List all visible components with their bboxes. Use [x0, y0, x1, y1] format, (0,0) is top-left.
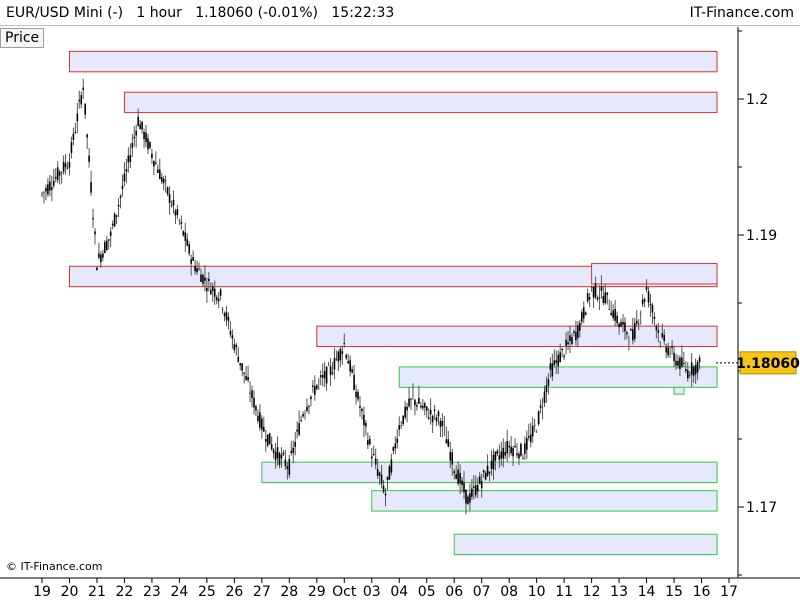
x-tick-label: 08 — [500, 584, 518, 600]
x-tick-label: 11 — [555, 584, 573, 600]
last-quote-label: 1.18060 (-0.01%) — [195, 5, 319, 21]
x-tick-label: 28 — [280, 584, 298, 600]
x-tick-label: 19 — [33, 584, 51, 600]
x-tick-label: Oct — [332, 584, 357, 600]
resistance-zone — [68, 50, 718, 73]
x-tick-label: 03 — [363, 584, 381, 600]
x-tick-label: 04 — [390, 584, 408, 600]
copyright-label: © IT-Finance.com — [6, 560, 103, 573]
resistance-zone — [316, 325, 718, 348]
x-tick-label: 17 — [720, 584, 738, 600]
resistance-zone — [123, 91, 718, 114]
x-tick-label: 21 — [88, 584, 106, 600]
x-tick-label: 13 — [610, 584, 628, 600]
x-tick-label: 24 — [170, 584, 188, 600]
chart-header: EUR/USD Mini (-) 1 hour 1.18060 (-0.01%)… — [0, 0, 800, 26]
support-zone — [453, 533, 718, 556]
x-tick-label: 23 — [143, 584, 161, 600]
y-tick-label: 1.19 — [746, 228, 777, 244]
x-tick-label: 06 — [445, 584, 463, 600]
time-label: 15:22:33 — [331, 5, 395, 21]
x-tick-label: 26 — [225, 584, 243, 600]
y-tick-label: 1.2 — [746, 92, 768, 108]
support-zone — [673, 386, 685, 395]
support-zone — [371, 490, 718, 512]
x-tick-label: 07 — [473, 584, 491, 600]
timeframe-label: 1 hour — [136, 5, 182, 21]
x-tick-label: 29 — [308, 584, 326, 600]
brand-label: IT-Finance.com — [689, 5, 794, 21]
price-panel-label: Price — [0, 28, 45, 48]
chart-title: EUR/USD Mini (-) 1 hour 1.18060 (-0.01%)… — [6, 5, 394, 21]
x-tick-label: 15 — [665, 584, 683, 600]
x-tick-label: 14 — [638, 584, 656, 600]
y-tick-label: 1.17 — [746, 500, 777, 516]
last-price-label: 1.18060 — [736, 356, 800, 372]
x-tick-label: 12 — [583, 584, 601, 600]
x-tick-label: 10 — [528, 584, 546, 600]
x-tick-label: 16 — [693, 584, 711, 600]
last-price-badge — [739, 351, 797, 375]
resistance-zone — [591, 263, 718, 285]
symbol-label: EUR/USD Mini (-) — [6, 5, 124, 21]
x-tick-label: 05 — [418, 584, 436, 600]
x-tick-label: 20 — [61, 584, 79, 600]
x-tick-label: 22 — [116, 584, 134, 600]
x-tick-label: 25 — [198, 584, 216, 600]
x-tick-label: 27 — [253, 584, 271, 600]
